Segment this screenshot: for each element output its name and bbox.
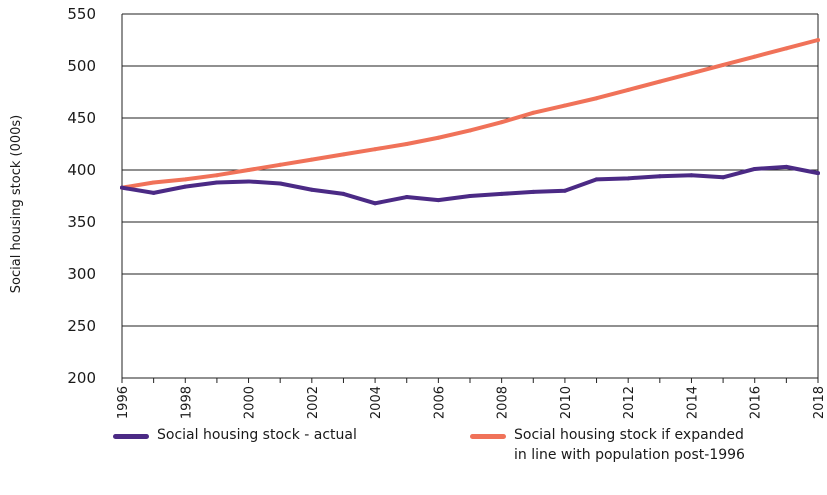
data-point-actual (562, 188, 567, 193)
x-tick-label: 2016 (749, 386, 764, 419)
legend-swatch-expanded (470, 434, 506, 439)
data-point-actual (499, 191, 504, 196)
legend-label-expanded-line-1: Social housing stock if expanded (514, 427, 744, 443)
data-point-expanded (562, 103, 567, 108)
x-tick-label: 1998 (179, 386, 194, 419)
legend-label-expanded-line-2: in line with population post-1996 (514, 447, 745, 463)
y-tick-label: 450 (67, 109, 96, 127)
x-tick-label: 2000 (243, 386, 258, 419)
data-point-expanded (309, 157, 314, 162)
x-tick-label: 2012 (622, 386, 637, 419)
data-point-expanded (404, 142, 409, 146)
legend-label-expanded: Social housing stock if expanded in line… (514, 425, 745, 465)
data-point-expanded (816, 38, 820, 42)
data-point-actual (468, 194, 472, 198)
data-point-expanded (373, 147, 378, 152)
y-tick-label: 550 (67, 5, 96, 23)
data-point-expanded (626, 87, 631, 92)
data-point-actual (689, 173, 694, 178)
x-tick-label: 2002 (306, 386, 321, 419)
y-tick-label: 500 (67, 57, 96, 75)
x-tick-label: 2018 (812, 386, 827, 419)
data-point-actual (120, 185, 124, 190)
x-tick-label: 2014 (685, 386, 700, 419)
series-line-expanded (120, 38, 820, 190)
y-axis: 200 250 300 350 400 450 500 550 (67, 5, 819, 387)
data-point-expanded (689, 71, 694, 76)
data-point-expanded (752, 54, 757, 59)
data-point-actual (594, 177, 599, 182)
data-point-actual (816, 171, 820, 176)
y-tick-label: 400 (67, 161, 96, 179)
data-point-expanded (657, 79, 662, 84)
y-tick-label: 300 (67, 265, 96, 283)
series-lines (120, 38, 820, 206)
data-point-expanded (214, 173, 219, 178)
y-tick-label: 250 (67, 317, 96, 335)
data-point-expanded (721, 62, 726, 67)
y-tick-label: 350 (67, 213, 96, 231)
data-point-actual (183, 184, 188, 189)
data-point-expanded (499, 120, 504, 125)
x-tick-label: 2010 (559, 386, 574, 419)
data-point-expanded (531, 110, 536, 115)
x-tick-label: 1996 (116, 386, 131, 419)
data-point-actual (404, 195, 409, 200)
data-point-actual (373, 201, 378, 206)
legend-swatch-actual (113, 434, 149, 439)
data-point-actual (436, 198, 441, 203)
data-point-expanded (246, 168, 251, 172)
data-point-expanded (468, 128, 472, 133)
data-point-expanded (341, 152, 346, 157)
y-axis-label: Social housing stock (000s) (9, 115, 24, 293)
data-point-actual (246, 179, 251, 184)
data-point-expanded (784, 46, 789, 51)
data-point-actual (151, 190, 156, 195)
y-tick-label: 200 (67, 369, 96, 387)
data-point-expanded (594, 96, 599, 101)
data-point-expanded (436, 135, 441, 140)
data-point-actual (309, 187, 314, 192)
data-point-actual (657, 174, 662, 179)
data-point-actual (626, 176, 631, 181)
data-point-expanded (278, 162, 283, 167)
data-point-expanded (183, 177, 188, 182)
x-axis: 1996 1998 2000 2002 2004 2006 2008 2010 2012 2014… (116, 378, 827, 419)
x-tick-label: 2004 (369, 386, 384, 419)
x-tick-label: 2008 (496, 386, 511, 419)
x-tick-label: 2006 (432, 386, 447, 419)
data-point-actual (721, 175, 726, 180)
data-point-expanded (151, 180, 156, 185)
data-point-actual (752, 166, 757, 171)
data-point-actual (214, 180, 219, 185)
data-point-actual (278, 181, 283, 186)
legend-label-actual: Social housing stock - actual (157, 427, 357, 443)
data-point-actual (341, 191, 346, 196)
data-point-actual (531, 189, 536, 194)
data-point-actual (784, 164, 789, 169)
